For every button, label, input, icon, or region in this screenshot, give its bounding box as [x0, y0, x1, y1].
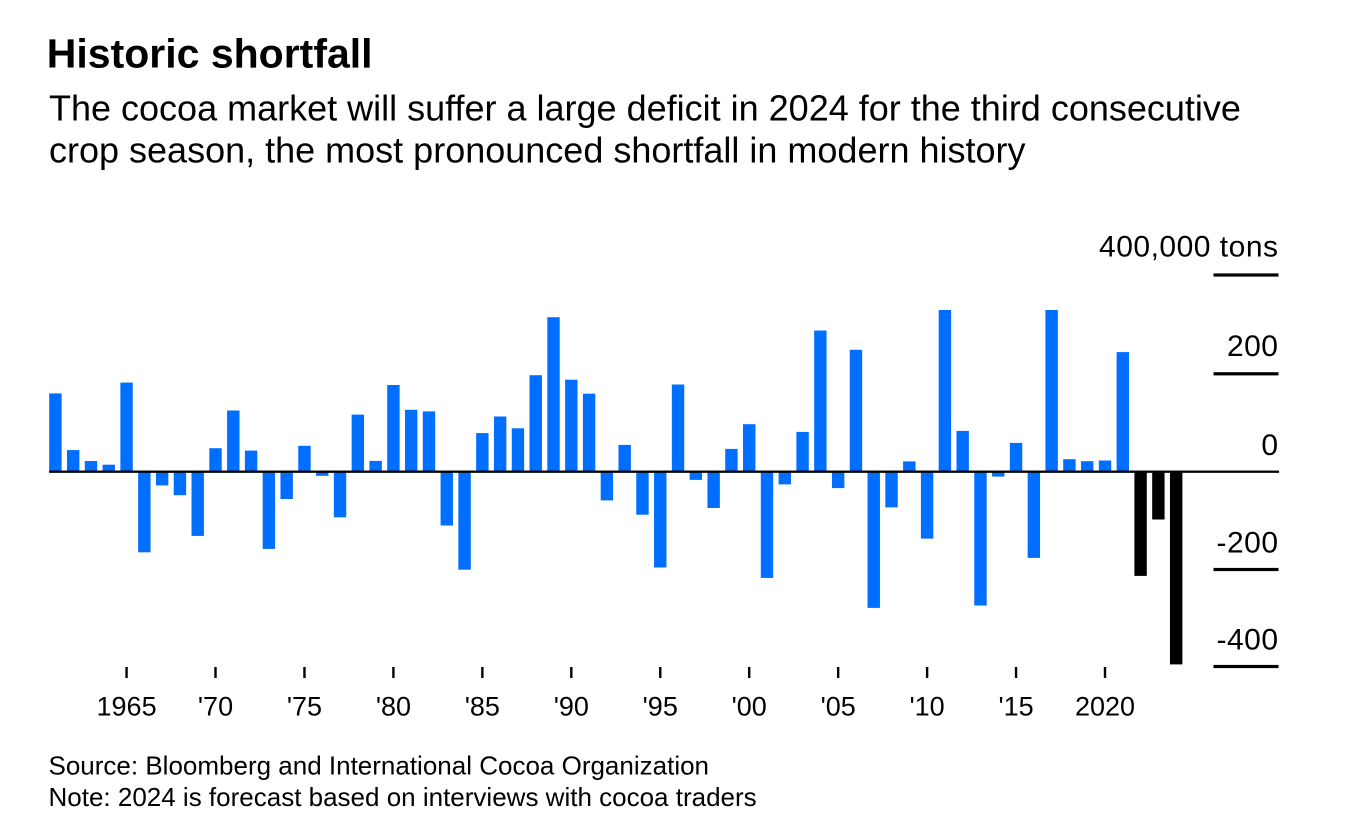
svg-text:'85: '85	[465, 692, 500, 722]
svg-text:2020: 2020	[1075, 692, 1135, 722]
svg-text:'70: '70	[198, 692, 233, 722]
svg-text:The cocoa market will suffer a: The cocoa market will suffer a large def…	[49, 88, 1241, 129]
svg-text:'00: '00	[732, 692, 767, 722]
svg-text:'10: '10	[910, 692, 945, 722]
svg-text:Note: 2024 is forecast based o: Note: 2024 is forecast based on intervie…	[49, 782, 757, 812]
svg-text:crop season, the most pronounc: crop season, the most pronounced shortfa…	[49, 130, 1026, 171]
svg-text:'15: '15	[998, 692, 1033, 722]
svg-text:-400: -400	[1216, 624, 1278, 657]
svg-text:'95: '95	[643, 692, 678, 722]
svg-text:'05: '05	[821, 692, 856, 722]
svg-text:'75: '75	[287, 692, 322, 722]
svg-text:0: 0	[1261, 429, 1278, 462]
svg-text:Historic shortfall: Historic shortfall	[47, 31, 373, 77]
svg-text:1965: 1965	[97, 692, 157, 722]
svg-text:200: 200	[1227, 330, 1279, 363]
svg-text:-200: -200	[1216, 526, 1278, 559]
svg-text:Source: Bloomberg and Internat: Source: Bloomberg and International Coco…	[49, 751, 710, 781]
svg-text:400,000 tons: 400,000 tons	[1099, 231, 1278, 264]
svg-text:'90: '90	[554, 692, 589, 722]
svg-text:'80: '80	[376, 692, 411, 722]
